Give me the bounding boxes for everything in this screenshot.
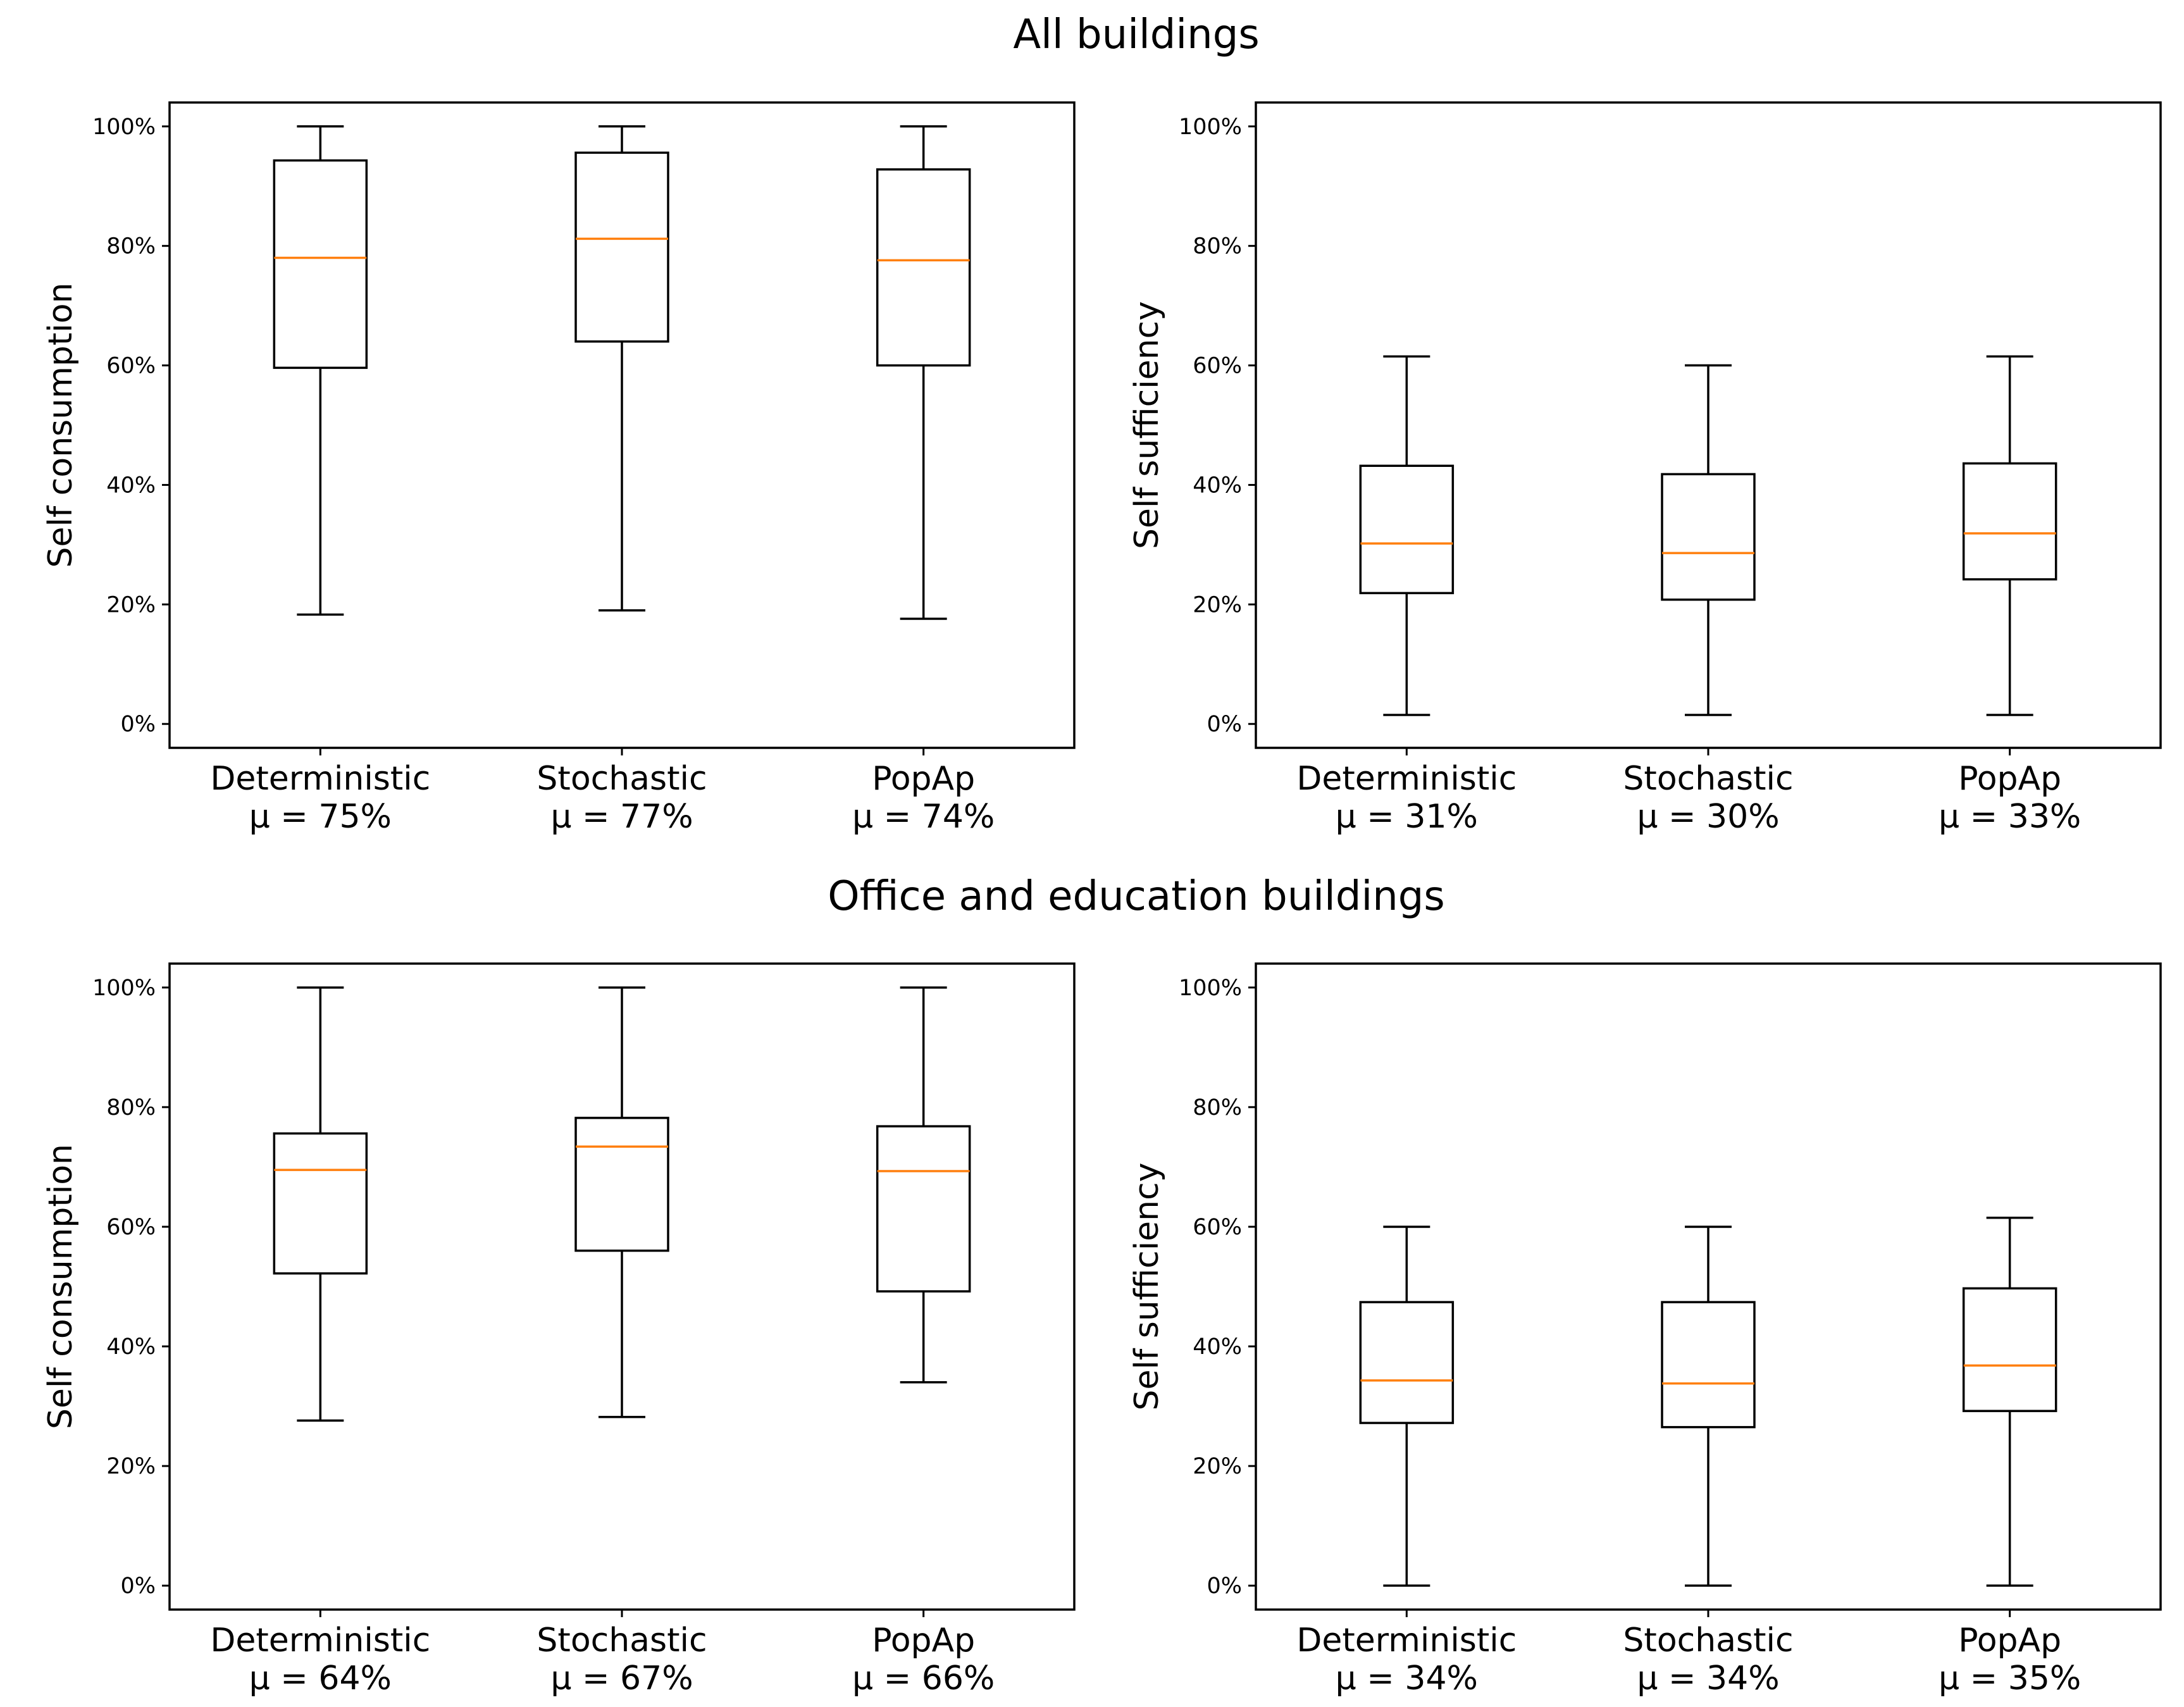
y-tick-label: 20% — [106, 1454, 156, 1479]
x-category-label: Deterministic — [210, 760, 430, 798]
y-axis-label: Self sufficiency — [1128, 301, 1166, 549]
x-mean-label: μ = 67% — [550, 1660, 693, 1698]
iqr-box — [1962, 1287, 2057, 1412]
panel-4: 0% 20% 40% 60% 80% 100% Self sufficiency Determ… — [1128, 962, 2162, 1698]
iqr-box — [273, 1132, 368, 1275]
iqr-box — [1359, 1301, 1455, 1424]
box-popap — [876, 125, 971, 620]
box-stochastic — [574, 986, 669, 1418]
box-stochastic — [1661, 364, 1756, 716]
y-tick-label: 80% — [106, 1095, 156, 1120]
iqr-box — [273, 159, 368, 369]
x-mean-label: μ = 77% — [550, 798, 693, 836]
x-category-label: Deterministic — [1296, 760, 1517, 798]
box-popap — [1962, 355, 2057, 716]
x-mean-label: μ = 64% — [249, 1660, 392, 1698]
x-mean-label: μ = 74% — [852, 798, 995, 836]
y-tick-label: 60% — [1193, 1215, 1242, 1240]
x-category-label: PopAp — [1958, 1622, 2061, 1660]
x-mean-label: μ = 34% — [1336, 1660, 1478, 1698]
y-axis-label: Self consumption — [42, 283, 80, 568]
x-category-label: Stochastic — [537, 760, 707, 798]
box-popap — [876, 986, 971, 1384]
box-deterministic — [273, 125, 368, 616]
y-tick-label: 100% — [92, 115, 156, 140]
x-mean-label: μ = 34% — [1637, 1660, 1779, 1698]
panel-2: 0% 20% 40% 60% 80% 100% Self sufficiency Determ… — [1128, 101, 2162, 836]
y-tick-label: 20% — [1193, 592, 1242, 618]
iqr-box — [876, 168, 971, 367]
y-tick-label: 0% — [1207, 1574, 1242, 1599]
iqr-box — [1962, 462, 2057, 581]
box-deterministic — [1359, 1226, 1455, 1587]
iqr-box — [574, 151, 669, 343]
y-tick-label: 60% — [106, 354, 156, 379]
suptitle-all-buildings: All buildings — [1013, 11, 1259, 58]
x-mean-label: μ = 31% — [1336, 798, 1478, 836]
x-category-label: PopAp — [1958, 760, 2061, 798]
y-tick-label: 60% — [1193, 354, 1242, 379]
y-tick-label: 60% — [106, 1215, 156, 1240]
y-tick-label: 100% — [1179, 115, 1242, 140]
x-category-label: Deterministic — [210, 1622, 430, 1660]
y-tick-label: 20% — [106, 592, 156, 618]
y-tick-label: 40% — [1193, 1334, 1242, 1360]
y-tick-label: 100% — [92, 976, 156, 1001]
iqr-box — [1661, 473, 1756, 601]
y-tick-label: 40% — [106, 473, 156, 498]
x-mean-label: μ = 33% — [1939, 798, 2081, 836]
y-axis-label: Self sufficiency — [1128, 1163, 1166, 1411]
x-category-label: Deterministic — [1296, 1622, 1517, 1660]
box-deterministic — [1359, 355, 1455, 716]
y-tick-label: 20% — [1193, 1454, 1242, 1479]
y-tick-label: 80% — [1193, 1095, 1242, 1120]
suptitle-office-education: Office and education buildings — [828, 873, 1445, 920]
x-category-label: Stochastic — [1623, 1622, 1793, 1660]
iqr-box — [1661, 1301, 1756, 1429]
box-stochastic — [574, 125, 669, 612]
y-tick-label: 0% — [120, 1574, 156, 1599]
y-tick-label: 0% — [1207, 712, 1242, 737]
y-tick-label: 0% — [120, 712, 156, 737]
iqr-box — [876, 1125, 971, 1293]
plots: 0% 20% 40% 60% 80% 100% Self consumption Determ… — [42, 101, 2162, 1698]
y-axis-label: Self consumption — [42, 1144, 80, 1429]
panel-1: 0% 20% 40% 60% 80% 100% Self consumption Determ… — [42, 101, 1076, 836]
iqr-box — [574, 1117, 669, 1252]
box-stochastic — [1661, 1226, 1756, 1587]
y-tick-label: 40% — [1193, 473, 1242, 498]
panel-3: 0% 20% 40% 60% 80% 100% Self consumption Determ… — [42, 962, 1076, 1698]
x-mean-label: μ = 75% — [249, 798, 392, 836]
y-tick-label: 100% — [1179, 976, 1242, 1001]
y-tick-label: 80% — [106, 234, 156, 259]
x-category-label: Stochastic — [1623, 760, 1793, 798]
x-category-label: PopAp — [872, 760, 975, 798]
x-mean-label: μ = 30% — [1637, 798, 1779, 836]
x-mean-label: μ = 35% — [1939, 1660, 2081, 1698]
y-tick-label: 40% — [106, 1334, 156, 1360]
x-category-label: PopAp — [872, 1622, 975, 1660]
y-tick-label: 80% — [1193, 234, 1242, 259]
x-mean-label: μ = 66% — [852, 1660, 995, 1698]
x-category-label: Stochastic — [537, 1622, 707, 1660]
box-deterministic — [273, 986, 368, 1422]
iqr-box — [1359, 464, 1455, 595]
box-popap — [1962, 1217, 2057, 1587]
